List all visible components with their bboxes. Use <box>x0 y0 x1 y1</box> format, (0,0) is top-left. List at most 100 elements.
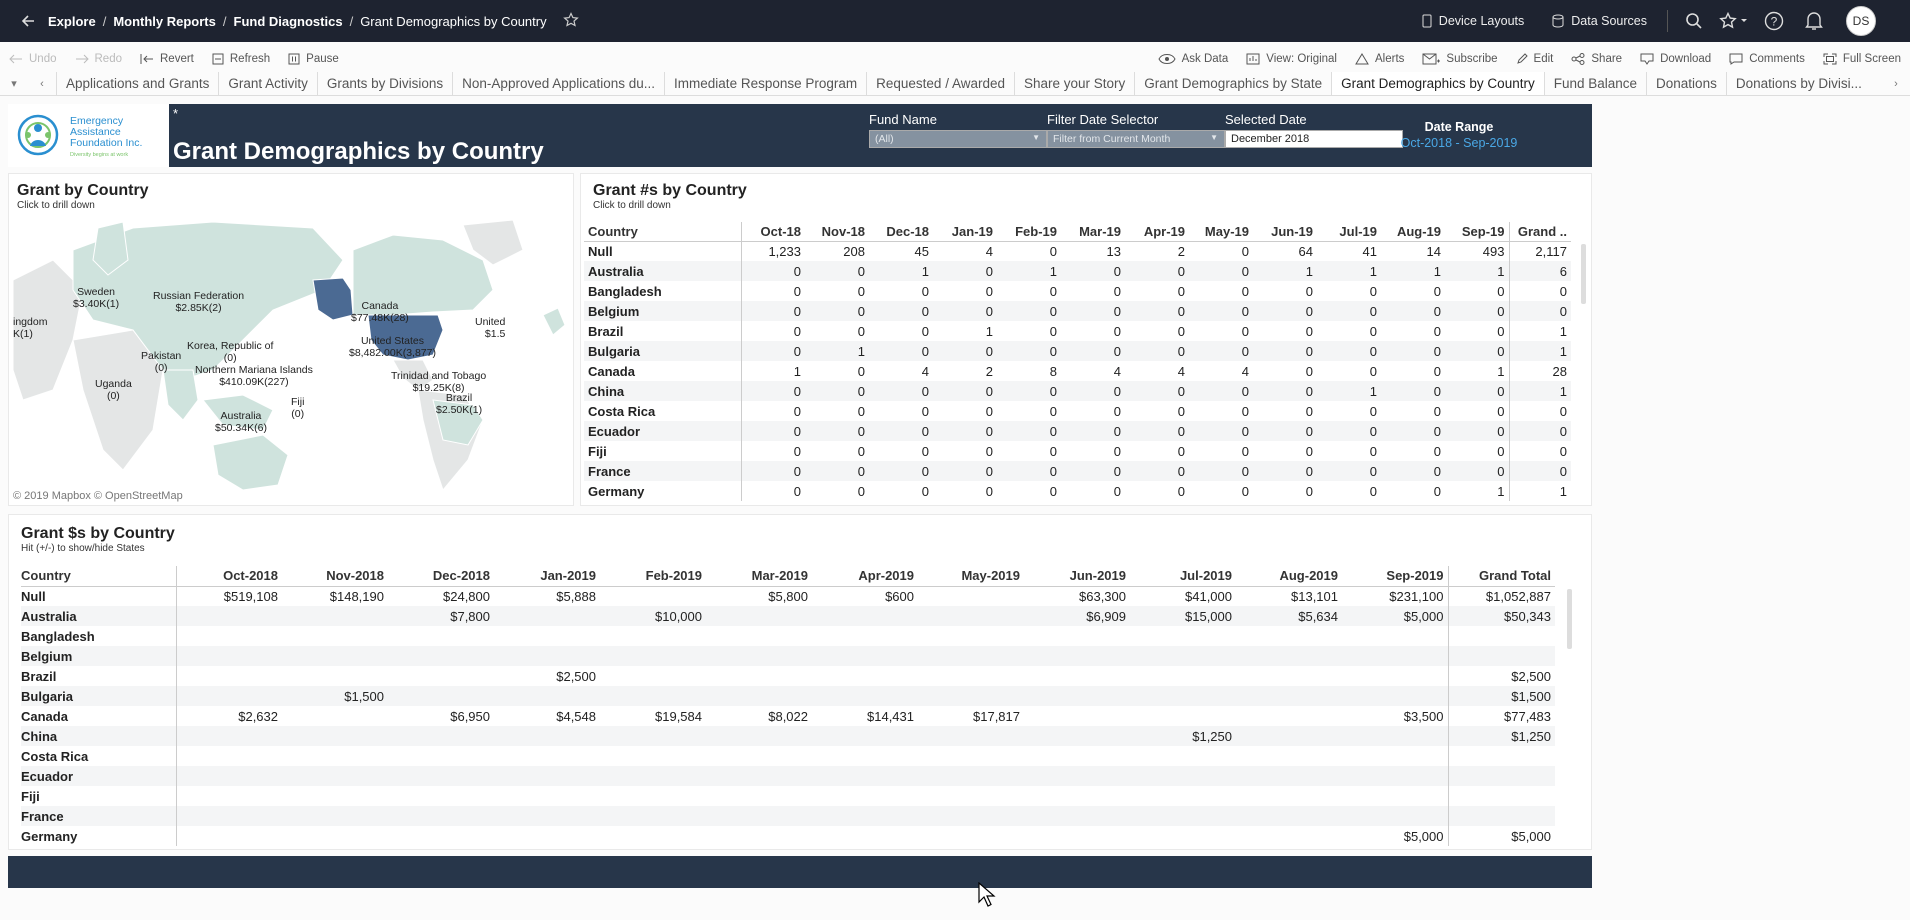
table-cell[interactable] <box>175 746 282 766</box>
table-cell[interactable]: 0 <box>1049 243 1057 259</box>
table-cell[interactable]: 0 <box>1253 421 1317 441</box>
table-cell[interactable]: 0 <box>805 421 869 441</box>
table-row[interactable]: France <box>21 806 1555 826</box>
column-header[interactable]: Jun-19 <box>1253 222 1317 242</box>
map-label-united-kingdom[interactable]: United $1.5 <box>475 316 505 340</box>
table-cell[interactable]: 8 <box>1049 363 1057 379</box>
table-cell[interactable]: 0 <box>740 441 805 461</box>
column-header[interactable]: Dec-18 <box>869 222 933 242</box>
table-cell[interactable]: 0 <box>1497 323 1505 339</box>
map-label-brazil[interactable]: Brazil $2.50K(1) <box>436 392 482 416</box>
table-cell[interactable]: $600 <box>885 588 914 604</box>
table-cell[interactable]: 0 <box>933 261 997 281</box>
column-header[interactable]: Apr-2019 <box>812 566 918 587</box>
table-row[interactable]: Australia $7,800 $10,000 $6,909 $15,000 $5,63… <box>21 606 1555 626</box>
column-header[interactable]: Jul-2019 <box>1130 566 1236 587</box>
table-cell[interactable] <box>918 826 1024 846</box>
table-cell[interactable] <box>918 766 1024 786</box>
table-cell[interactable]: 0 <box>1508 441 1571 461</box>
table-cell[interactable] <box>600 806 706 826</box>
table-cell[interactable]: 0 <box>1305 403 1313 419</box>
table-cell[interactable]: 2,117 <box>1508 241 1571 261</box>
table-cell[interactable] <box>1024 646 1130 666</box>
table-cell[interactable]: 0 <box>1189 301 1253 321</box>
table-cell[interactable] <box>282 626 388 646</box>
table-cell[interactable]: 0 <box>1113 323 1121 339</box>
column-header[interactable]: Apr-19 <box>1125 222 1189 242</box>
table-cell[interactable]: 0 <box>740 461 805 481</box>
table-cell[interactable]: 0 <box>1177 283 1185 299</box>
table-cell[interactable] <box>175 766 282 786</box>
table-cell[interactable] <box>494 806 600 826</box>
table-cell[interactable]: 0 <box>1253 301 1317 321</box>
table-cell[interactable]: $1,250 <box>1130 726 1236 746</box>
table-cell[interactable]: 0 <box>985 443 993 459</box>
map-label-canada[interactable]: Canada $77.48K(28) <box>351 300 409 324</box>
row-header-country[interactable]: Brazil <box>21 668 57 684</box>
table-cell[interactable] <box>494 826 600 846</box>
table-cell[interactable]: 2 <box>1177 243 1185 259</box>
table-row[interactable]: Costa Rica 0 0 0 0 0 0 0 0 0 0 0 0 0 <box>584 401 1571 421</box>
redo-button[interactable]: Redo <box>66 53 132 65</box>
column-header[interactable]: Country <box>21 566 176 587</box>
table-cell[interactable]: 0 <box>1305 483 1313 499</box>
table-cell[interactable] <box>1236 806 1342 826</box>
table-cell[interactable]: $77,483 <box>1447 706 1555 726</box>
table-cell[interactable] <box>175 806 282 826</box>
table-cell[interactable] <box>282 646 388 666</box>
table-cell[interactable] <box>282 726 388 746</box>
table-cell[interactable]: 0 <box>1061 301 1125 321</box>
table-row[interactable]: Bulgaria 0 1 0 0 0 0 0 0 0 0 0 0 1 <box>584 341 1571 361</box>
table-cell[interactable]: 0 <box>1049 483 1057 499</box>
table-cell[interactable] <box>600 586 706 606</box>
table-cell[interactable]: 0 <box>740 301 805 321</box>
table-cell[interactable] <box>1130 786 1236 806</box>
table-cell[interactable]: $15,000 <box>1130 606 1236 626</box>
table-cell[interactable]: 1,233 <box>740 241 805 261</box>
row-header-country[interactable]: Ecuador <box>584 421 741 441</box>
tab-fund-balance[interactable]: Fund Balance <box>1543 72 1646 95</box>
table-cell[interactable] <box>388 686 494 706</box>
favorite-star-icon[interactable] <box>562 11 579 31</box>
table-cell[interactable]: 41 <box>1362 243 1377 259</box>
table-cell[interactable] <box>600 746 706 766</box>
table-cell[interactable]: 0 <box>1369 283 1377 299</box>
table-cell[interactable]: 0 <box>997 421 1061 441</box>
column-header[interactable]: Country <box>584 222 741 242</box>
table-cell[interactable]: $6,950 <box>450 708 490 724</box>
table-cell[interactable]: 0 <box>1061 381 1125 401</box>
table-cell[interactable]: 0 <box>1125 381 1189 401</box>
table-cell[interactable]: $8,022 <box>768 708 808 724</box>
table-cell[interactable] <box>1447 746 1555 766</box>
map-label-united-states[interactable]: United States $8,482.00K(3,877) <box>349 335 436 359</box>
table-cell[interactable]: 0 <box>933 461 997 481</box>
table-cell[interactable] <box>388 806 494 826</box>
table-cell[interactable]: $1,250 <box>1447 726 1555 746</box>
row-header-country[interactable]: China <box>584 381 741 401</box>
table-cell[interactable] <box>1130 806 1236 826</box>
table-row[interactable]: Germany 0 0 0 0 0 0 0 0 0 0 0 1 1 <box>584 481 1571 501</box>
table-row[interactable]: France 0 0 0 0 0 0 0 0 0 0 0 0 0 <box>584 461 1571 481</box>
column-header[interactable]: May-19 <box>1189 222 1253 242</box>
table-row[interactable]: Bangladesh 0 0 0 0 0 0 0 0 0 0 0 0 0 <box>584 281 1571 301</box>
table-cell[interactable]: 0 <box>1445 421 1509 441</box>
column-header[interactable]: Jun-2019 <box>1024 566 1130 587</box>
row-header-country[interactable]: Germany <box>21 828 78 844</box>
table-cell[interactable] <box>706 626 812 646</box>
table-cell[interactable]: 0 <box>985 283 993 299</box>
table-cell[interactable]: 0 <box>740 401 805 421</box>
table-cell[interactable] <box>918 666 1024 686</box>
table-row[interactable]: Australia 0 0 1 0 1 0 0 0 1 1 1 1 6 <box>584 261 1571 281</box>
column-header[interactable]: Nov-18 <box>805 222 869 242</box>
tab-non-approved-applications[interactable]: Non-Approved Applications du... <box>452 72 664 95</box>
table-cell[interactable] <box>1342 746 1448 766</box>
table-cell[interactable]: 0 <box>857 283 865 299</box>
user-avatar[interactable]: DS <box>1846 6 1876 36</box>
breadcrumb-monthly-reports[interactable]: Monthly Reports <box>113 13 216 29</box>
row-header-country[interactable]: Belgium <box>584 301 741 321</box>
table-cell[interactable]: $63,300 <box>1079 588 1126 604</box>
table-cell[interactable]: 0 <box>1381 381 1445 401</box>
table-cell[interactable]: 0 <box>1125 421 1189 441</box>
row-header-country[interactable]: Null <box>21 588 46 604</box>
table-cell[interactable] <box>1130 666 1236 686</box>
